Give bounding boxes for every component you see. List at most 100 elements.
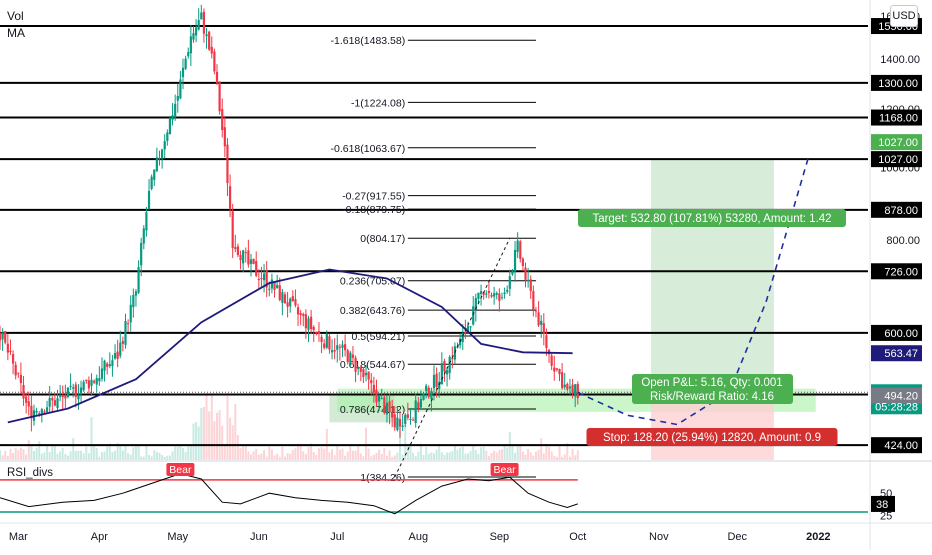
volume-bar: [95, 448, 98, 460]
candle-body: [289, 298, 292, 307]
volume-bar: [291, 450, 294, 460]
candle-body: [244, 252, 247, 254]
candle-body: [349, 352, 352, 366]
candle-body: [255, 261, 258, 276]
candle-body: [194, 27, 198, 36]
candle-body: [519, 241, 522, 259]
candle-body: [330, 350, 334, 353]
volume-bar: [161, 455, 164, 460]
x-tick-label: Dec: [727, 531, 747, 543]
volume-bar: [561, 456, 564, 460]
candle-body: [354, 357, 357, 372]
level-badge: [871, 324, 922, 341]
candle-body: [134, 291, 138, 296]
candle-body: [90, 379, 93, 386]
candle-body: [346, 350, 349, 363]
volume-bar: [182, 448, 184, 460]
volume-bar: [87, 453, 90, 460]
candle-body: [485, 293, 488, 295]
ma-line: [7, 268, 573, 424]
candle-body: [197, 20, 200, 30]
candle-body: [388, 401, 391, 412]
candle-body: [563, 384, 566, 388]
open-pl-label: Open P&L: 5.16, Qty: 0.001: [641, 377, 782, 389]
candle-body: [537, 312, 540, 326]
volume-bar: [48, 452, 51, 460]
candle-body: [561, 372, 564, 389]
x-tick-label: Nov: [649, 531, 669, 543]
volume-bar: [548, 446, 550, 460]
level-badge-label: 726.00: [884, 266, 918, 278]
candle-body: [79, 387, 83, 393]
candle-body: [516, 240, 519, 252]
volume-bar: [312, 452, 315, 460]
candle-body: [270, 279, 274, 289]
candle-body: [482, 292, 485, 295]
candle-body: [56, 398, 59, 408]
candle-body: [529, 279, 532, 292]
projection-path: [577, 158, 809, 426]
volume-bar: [82, 453, 85, 460]
volume-bar: [216, 412, 218, 460]
volume-bar: [64, 453, 67, 460]
candle-body: [380, 398, 383, 400]
candle-body: [396, 417, 399, 430]
volume-bar: [38, 441, 41, 460]
volume-bar: [163, 457, 166, 460]
candle-body: [27, 401, 30, 407]
candle-body: [532, 291, 535, 310]
axis-badge-volume: [871, 387, 922, 404]
candle-body: [119, 342, 122, 356]
candle-body: [48, 398, 51, 407]
candle-body: [464, 331, 467, 334]
volume-bar: [490, 453, 493, 460]
volume-bar: [448, 452, 451, 460]
volume-bar: [142, 456, 145, 460]
candle-body: [283, 294, 287, 304]
candle-body: [223, 127, 226, 147]
volume-bar: [148, 455, 150, 460]
vol-indicator-label[interactable]: Vol: [7, 9, 24, 23]
volume-bar: [378, 449, 381, 460]
volume-bar: [338, 449, 341, 460]
candle-body: [375, 389, 378, 403]
volume-bar: [524, 454, 527, 460]
candle-body: [257, 278, 260, 280]
volume-bar: [430, 452, 433, 460]
bear-label: Bear: [493, 464, 516, 476]
candle-body: [451, 358, 454, 360]
volume-bar: [103, 451, 106, 460]
candle-body: [291, 296, 294, 302]
volume-bar: [30, 445, 33, 460]
candle-body: [542, 323, 545, 334]
fib-level-label: 0.236(705.07): [340, 276, 405, 288]
volume-bar: [433, 453, 435, 460]
candle-body: [286, 302, 289, 307]
ma-indicator-label[interactable]: MA: [7, 26, 25, 40]
volume-bar: [90, 417, 93, 460]
volume-bar: [555, 456, 558, 460]
candle-body: [506, 289, 509, 292]
volume-bar: [0, 450, 1, 460]
volume-bar: [474, 450, 477, 460]
candle-body: [85, 379, 88, 382]
fib-level-label: -0.18(879.75): [342, 204, 405, 216]
volume-bar: [487, 456, 490, 460]
candle-body: [111, 360, 114, 367]
candle-body: [239, 255, 242, 261]
candle-body: [226, 144, 229, 184]
candle-body: [511, 270, 514, 275]
volume-bar: [511, 444, 514, 460]
candle-body: [268, 288, 271, 290]
x-tick-label: Sep: [490, 531, 510, 543]
volume-bar: [302, 451, 305, 460]
candle-body: [307, 318, 310, 330]
level-badge: [871, 263, 922, 280]
volume-bar: [307, 446, 310, 460]
candle-body: [64, 395, 67, 399]
candle-body: [508, 276, 511, 289]
volume-bar: [195, 422, 198, 460]
currency-button[interactable]: USD: [890, 5, 918, 27]
